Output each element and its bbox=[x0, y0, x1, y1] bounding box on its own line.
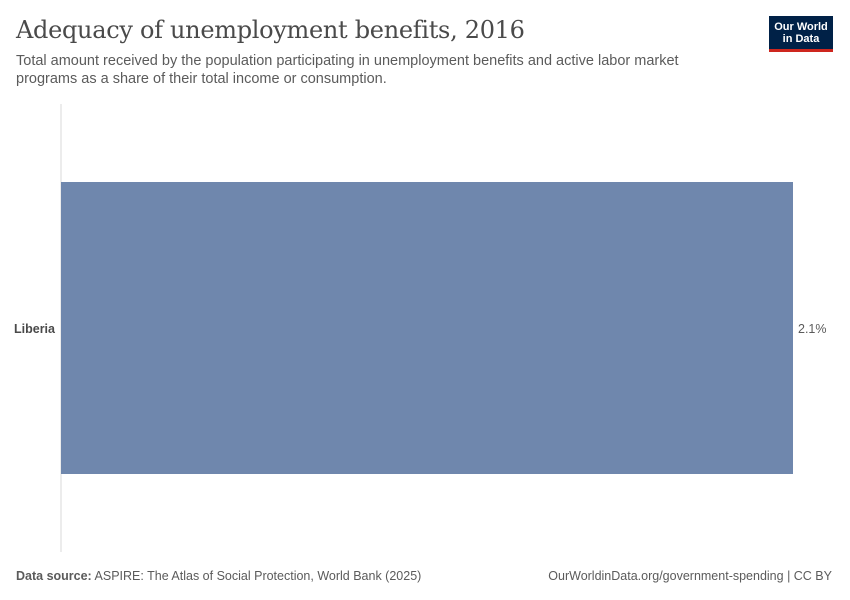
data-source-label: Data source: bbox=[16, 569, 92, 583]
chart-subtitle: Total amount received by the population … bbox=[16, 53, 679, 87]
data-source-text[interactable]: ASPIRE: The Atlas of Social Protection, … bbox=[94, 569, 422, 583]
data-source: Data source: ASPIRE: The Atlas of Social… bbox=[16, 569, 421, 583]
chart-title: Adequacy of unemployment benefits, 2016 bbox=[16, 16, 525, 44]
category-label: Liberia bbox=[14, 322, 56, 336]
footer-url[interactable]: OurWorldinData.org/government-spending |… bbox=[548, 569, 832, 583]
bar-liberia[interactable] bbox=[61, 182, 793, 474]
owid-logo[interactable]: Our World in Data bbox=[769, 16, 833, 52]
value-label: 2.1% bbox=[798, 322, 827, 336]
logo-line-2: in Data bbox=[782, 33, 820, 45]
logo-line-1: Our World bbox=[774, 21, 828, 33]
